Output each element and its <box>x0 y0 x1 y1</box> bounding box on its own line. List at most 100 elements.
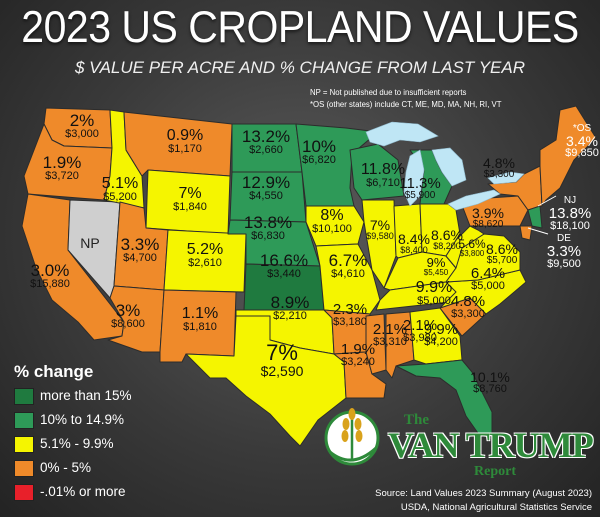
state-wv <box>445 225 485 269</box>
state-pct-sd: 12.9% <box>241 173 291 192</box>
state-pct-oh: 8.6% <box>431 227 463 243</box>
state-pct-os: 3.4% <box>566 133 598 149</box>
lake-ontario <box>487 171 525 185</box>
state-label-tx: 7% $2,590 <box>261 342 304 379</box>
state-label-al: 2.1% $3,980 <box>403 318 437 344</box>
state-pct-mo: 6.7% <box>328 251 368 270</box>
state-pct-or: 1.9% <box>42 153 82 172</box>
state-label-wv: 5.6% $3,800 <box>458 238 485 258</box>
source-line-2: USDA, National Agricultural Statistics S… <box>400 502 592 513</box>
note-os: *OS (other states) include CT, ME, MD, M… <box>310 100 502 109</box>
state-value-il: $9,580 <box>366 231 394 241</box>
state-label-ga: 9.9% $4,200 <box>424 322 458 348</box>
state-label-fl: 10.1% $8,760 <box>470 370 510 395</box>
state-pct-in: 8.4% <box>398 231 430 247</box>
state-label-mn: 10% $6,820 <box>302 138 336 166</box>
state-pct-ms: 2.1% <box>372 321 408 338</box>
state-value-mo: $4,610 <box>331 268 365 280</box>
state-label-mo: 6.7% $4,610 <box>329 252 368 280</box>
legend-label: 5.1% - 9.9% <box>40 436 114 451</box>
state-label-ca: 3.0% $15,880 <box>30 262 70 290</box>
state-tx <box>185 315 347 447</box>
legend-swatch <box>14 412 34 429</box>
state-label-id: 5.1% $5,200 <box>102 176 138 203</box>
state-value-ga: $4,200 <box>424 336 458 348</box>
state-pct-de: 3.3% <box>546 243 582 260</box>
state-pct-nj: 13.8% <box>548 205 592 222</box>
state-pct-sc: 4.8% <box>450 293 486 310</box>
state-value-al: $3,980 <box>403 332 437 344</box>
state-de <box>519 225 533 241</box>
state-abbr-de: DE <box>557 233 571 244</box>
state-pct-ia: 8% <box>320 207 344 224</box>
lake-huron <box>431 147 467 187</box>
state-label-oh: 8.6% $8,200 <box>431 228 463 251</box>
page-title: 2023 US CROPLAND VALUES <box>21 2 579 52</box>
state-label-nc: 6.4% $5,000 <box>471 266 505 292</box>
state-value-wi: $6,710 <box>366 177 400 189</box>
state-value-ca: $15,880 <box>30 278 70 290</box>
state-value-ia: $10,100 <box>312 223 352 235</box>
state-pct-tn: 9.9% <box>415 279 453 296</box>
state-label-wa: 2% $3,000 <box>65 112 99 140</box>
state-pct-ga: 9.9% <box>423 321 459 338</box>
state-pct-ar: 2.3% <box>332 301 368 318</box>
state-value-ok: $2,210 <box>273 310 307 322</box>
state-label-sd: 12.9% $4,550 <box>242 174 290 202</box>
state-label-wi: 11.8% $6,710 <box>361 162 405 189</box>
legend-label: -.01% or more <box>40 484 126 499</box>
logo-report-text: Report <box>474 464 516 479</box>
state-label-ks: 16.6% $3,440 <box>260 252 308 280</box>
state-label-nv: NP <box>80 236 99 250</box>
state-label-de: DE 3.3% $9,500 <box>547 234 581 270</box>
legend-label: 10% to 14.9% <box>40 412 125 427</box>
lake-superior <box>365 121 439 147</box>
state-value-mn: $6,820 <box>302 154 336 166</box>
state-pct-pa: 3.9% <box>472 205 504 221</box>
note-np: NP = Not published due to insufficient r… <box>310 88 467 97</box>
legend-label: more than 15% <box>40 388 132 403</box>
state-label-in: 8.4% $8,400 <box>398 232 430 255</box>
state-pct-ca: 3.0% <box>30 261 70 280</box>
state-value-va: $5,700 <box>486 255 518 266</box>
state-label-ok: 8.9% $2,210 <box>271 294 310 322</box>
state-pct-wy: 7% <box>178 185 202 202</box>
state-value-id: $5,200 <box>103 191 137 203</box>
state-value-ny: $3,300 <box>483 169 515 180</box>
state-value-pa: $8,620 <box>472 219 504 230</box>
state-value-la: $3,240 <box>341 356 375 368</box>
state-pct-nv: NP <box>80 235 100 251</box>
state-pct-il: 7% <box>369 217 391 233</box>
page-subtitle: $ VALUE PER ACRE AND % CHANGE FROM LAST … <box>75 58 525 77</box>
state-label-nj: NJ 13.8% $18,100 <box>549 196 592 232</box>
state-value-os: $9,850 <box>565 147 599 159</box>
state-label-pa: 3.9% $8,620 <box>472 206 504 230</box>
state-pct-ne: 13.8% <box>243 213 293 232</box>
state-value-nm: $1,810 <box>183 321 217 333</box>
state-label-ms: 2.1% $3,310 <box>373 322 407 348</box>
state-value-ar: $3,180 <box>333 316 367 328</box>
state-mo <box>315 243 381 315</box>
state-ms <box>365 313 387 375</box>
state-value-oh: $8,200 <box>433 241 461 251</box>
state-label-nd: 13.2% $2,660 <box>242 128 290 156</box>
state-label-ut: 3.3% $4,700 <box>121 236 160 264</box>
state-pct-wi: 11.8% <box>360 161 406 178</box>
state-pct-wv: 5.6% <box>458 237 486 251</box>
state-label-ne: 13.8% $6,830 <box>244 214 292 242</box>
logo-the-text: The <box>404 412 430 428</box>
logo-name-text: VAN TRUMP <box>388 425 594 465</box>
state-pct-fl: 10.1% <box>470 369 510 385</box>
state-label-os: *OS 3.4% $9,850 <box>565 124 599 159</box>
state-label-la: 1.9% $3,240 <box>341 342 375 368</box>
state-value-fl: $8,760 <box>473 383 507 395</box>
state-value-nc: $5,000 <box>471 280 505 292</box>
state-label-ny: 4.8% $3,300 <box>483 156 515 180</box>
state-pct-ny: 4.8% <box>483 155 515 171</box>
state-pct-id: 5.1% <box>101 175 139 192</box>
state-value-wy: $1,840 <box>173 201 207 213</box>
de-pointer-line <box>527 227 549 235</box>
state-label-il: 7% $9,580 <box>366 218 394 241</box>
state-value-tn: $5,000 <box>417 295 451 307</box>
